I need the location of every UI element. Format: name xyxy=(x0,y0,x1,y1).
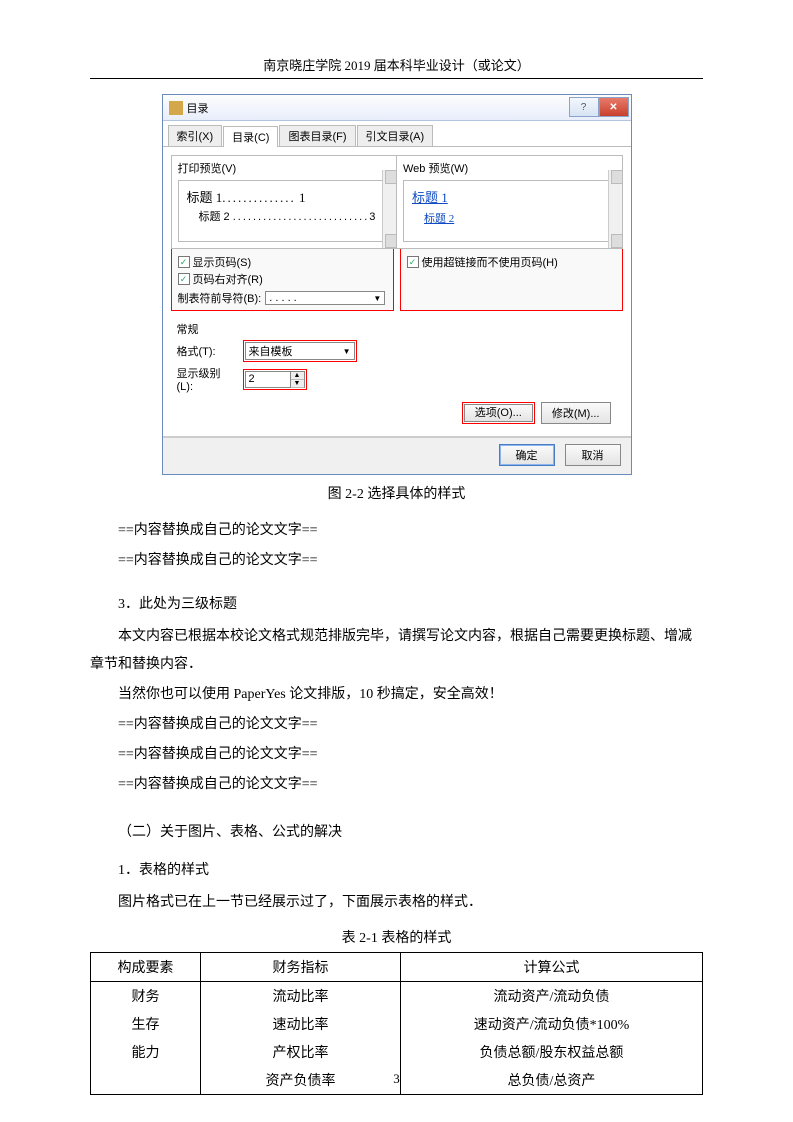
scrollbar[interactable] xyxy=(382,170,396,248)
cell: 负债总额/股东权益总额 xyxy=(401,1038,703,1066)
titlebar: 目录 ? ✕ xyxy=(163,95,631,121)
header-rule xyxy=(90,78,703,79)
chk-right-align-label: 页码右对齐(R) xyxy=(193,271,263,287)
figure-caption: 图 2-2 选择具体的样式 xyxy=(90,483,703,503)
web-link1[interactable]: 标题 1 xyxy=(412,190,448,205)
cell: 流动比率 xyxy=(201,982,401,1011)
cell: 流动资产/流动负债 xyxy=(401,982,703,1011)
tab-figures[interactable]: 图表目录(F) xyxy=(279,125,355,146)
page-header: 南京晓庄学院 2019 届本科毕业设计（或论文） xyxy=(90,55,703,74)
toc-l1-page: 1 xyxy=(299,190,306,205)
chk-hyperlink[interactable]: ✓ xyxy=(407,256,419,268)
cell: 速动比率 xyxy=(201,1010,401,1038)
web-preview-panel: Web 预览(W) 标题 1 标题 2 xyxy=(396,155,623,249)
format-label: 格式(T): xyxy=(177,343,237,359)
print-preview-panel: 打印预览(V) 标题 1.............. 1 标题 2 ......… xyxy=(171,155,398,249)
options-button[interactable]: 选项(O)... xyxy=(464,404,533,422)
page-number-group: ✓显示页码(S) ✓页码右对齐(R) 制表符前导符(B): . . . . .▼ xyxy=(171,248,394,311)
print-preview-box: 标题 1.............. 1 标题 2 ..............… xyxy=(178,180,391,242)
toc-l2-text: 标题 2 xyxy=(199,211,230,223)
replace-line-2: ==内容替换成自己的论文文字== xyxy=(90,547,703,575)
table-caption: 表 2-1 表格的样式 xyxy=(90,927,703,947)
heading2-1: （二）关于图片、表格、公式的解决 xyxy=(90,821,703,841)
scrollbar-2[interactable] xyxy=(608,170,622,248)
levels-spin[interactable]: 2 ▲▼ xyxy=(245,371,305,388)
cell: 产权比率 xyxy=(201,1038,401,1066)
leader-combo[interactable]: . . . . .▼ xyxy=(265,291,385,305)
replace-line-3: ==内容替换成自己的论文文字== xyxy=(90,711,703,739)
levels-label: 显示级别(L): xyxy=(177,365,237,393)
web-preview-box: 标题 1 标题 2 xyxy=(403,180,616,242)
body-para-2: 当然你也可以使用 PaperYes 论文排版，10 秒搞定，安全高效！ xyxy=(90,681,703,709)
replace-line-4: ==内容替换成自己的论文文字== xyxy=(90,741,703,769)
cell: 能力 xyxy=(91,1038,201,1066)
th-0: 构成要素 xyxy=(91,953,201,982)
print-preview-label: 打印预览(V) xyxy=(178,160,391,176)
body-para-3: 图片格式已在上一节已经展示过了，下面展示表格的样式． xyxy=(90,889,703,917)
toc-l2-page: 3 xyxy=(369,211,375,223)
leader-value: . . . . . xyxy=(269,292,297,304)
heading3-2: 1．表格的样式 xyxy=(90,859,703,879)
format-combo[interactable]: 来自模板▼ xyxy=(245,342,355,360)
modify-button[interactable]: 修改(M)... xyxy=(541,402,611,424)
dialog-icon xyxy=(169,101,183,115)
chk-right-align[interactable]: ✓ xyxy=(178,273,190,285)
web-preview-label: Web 预览(W) xyxy=(403,160,616,176)
chk-show-page-label: 显示页码(S) xyxy=(193,254,252,270)
close-button[interactable]: ✕ xyxy=(599,97,629,117)
toc-dialog: 目录 ? ✕ 索引(X) 目录(C) 图表目录(F) 引文目录(A) 打印预览(… xyxy=(162,94,632,475)
cell: 速动资产/流动负债*100% xyxy=(401,1010,703,1038)
cancel-button[interactable]: 取消 xyxy=(565,444,621,466)
page-number: 3 xyxy=(0,1071,793,1087)
replace-line-1: ==内容替换成自己的论文文字== xyxy=(90,517,703,545)
chk-show-page[interactable]: ✓ xyxy=(178,256,190,268)
tab-toc[interactable]: 目录(C) xyxy=(223,126,278,147)
th-1: 财务指标 xyxy=(201,953,401,982)
tab-citations[interactable]: 引文目录(A) xyxy=(357,125,434,146)
web-link2[interactable]: 标题 2 xyxy=(424,213,454,225)
format-value: 来自模板 xyxy=(249,343,293,359)
ok-button[interactable]: 确定 xyxy=(499,444,555,466)
toc-l1-text: 标题 1 xyxy=(187,190,223,205)
body-para-1: 本文内容已根据本校论文格式规范排版完毕，请撰写论文内容，根据自己需要更换标题、增… xyxy=(90,623,703,679)
cell: 生存 xyxy=(91,1010,201,1038)
levels-value: 2 xyxy=(249,373,255,385)
dialog-title: 目录 xyxy=(187,100,209,116)
help-button[interactable]: ? xyxy=(569,97,599,117)
replace-line-5: ==内容替换成自己的论文文字== xyxy=(90,771,703,799)
general-label: 常规 xyxy=(177,321,623,337)
chk-hyperlink-label: 使用超链接而不使用页码(H) xyxy=(422,254,558,270)
tab-index[interactable]: 索引(X) xyxy=(168,125,223,146)
cell: 财务 xyxy=(91,982,201,1011)
hyperlink-group: ✓使用超链接而不使用页码(H) xyxy=(400,248,623,311)
heading3-1: 3．此处为三级标题 xyxy=(90,593,703,613)
leader-label: 制表符前导符(B): xyxy=(178,290,262,306)
tab-strip: 索引(X) 目录(C) 图表目录(F) 引文目录(A) xyxy=(163,121,631,147)
th-2: 计算公式 xyxy=(401,953,703,982)
